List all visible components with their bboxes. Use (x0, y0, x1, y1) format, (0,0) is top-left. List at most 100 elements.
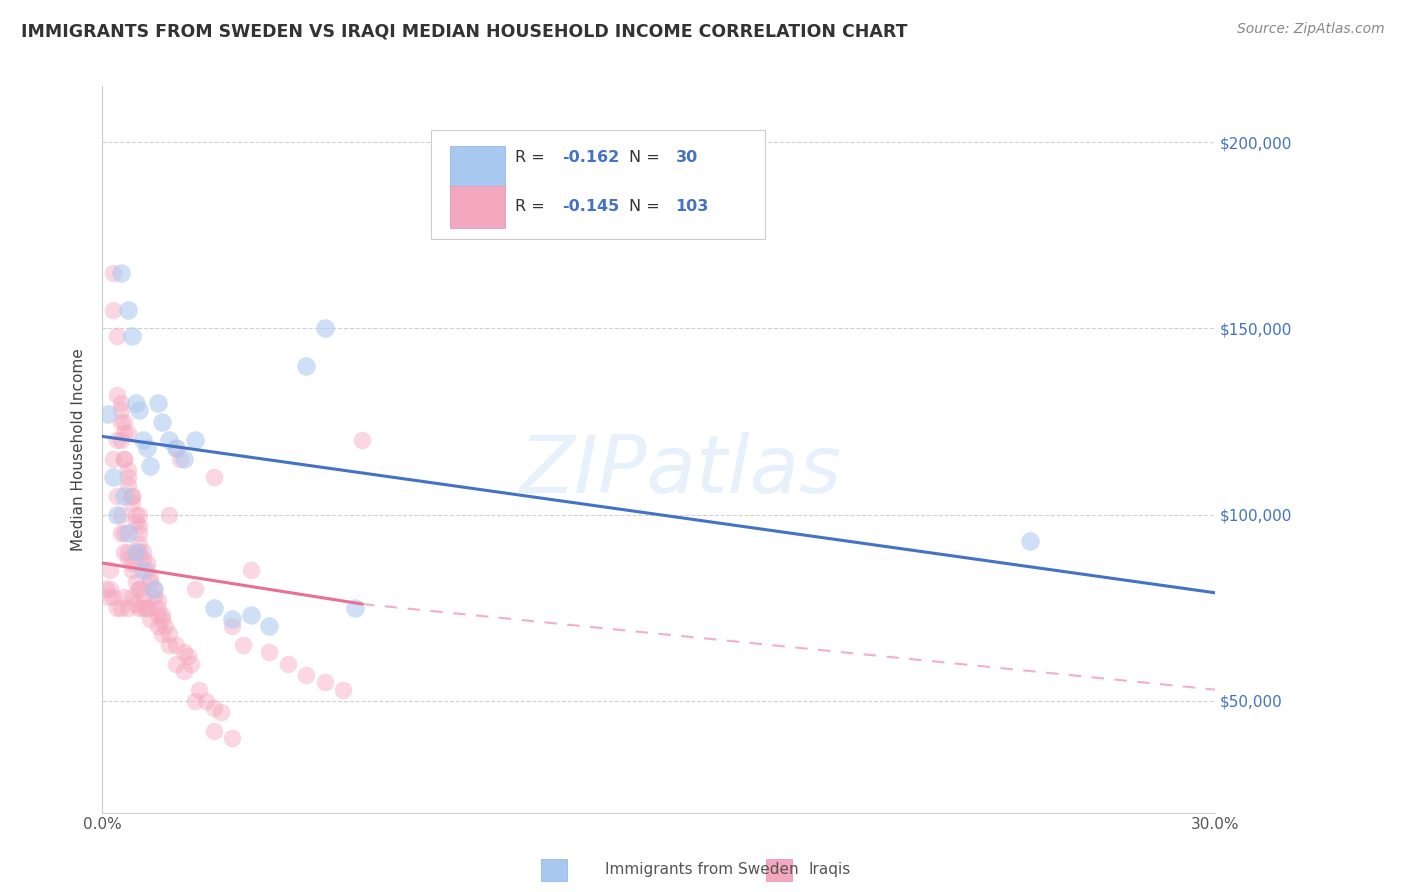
Point (165, 657, 187, 671)
Text: ZIPatlas: ZIPatlas (520, 433, 842, 510)
Point (135, 600, 157, 615)
Point (124, 597, 146, 611)
Point (143, 590, 166, 604)
Point (139, 459, 162, 474)
Point (165, 441, 187, 455)
Point (103, 470, 125, 484)
Point (110, 403, 132, 417)
Point (146, 396, 169, 410)
Point (121, 489, 143, 503)
FancyBboxPatch shape (430, 130, 765, 239)
Point (117, 478, 139, 492)
Point (124, 508, 146, 522)
Point (105, 388, 128, 402)
Point (143, 582, 166, 596)
Point (139, 574, 162, 589)
Point (180, 657, 202, 671)
Text: Immigrants from Sweden: Immigrants from Sweden (605, 863, 799, 877)
Point (103, 590, 125, 604)
Point (343, 600, 366, 615)
Point (173, 645, 195, 659)
Point (105, 329, 128, 343)
Point (157, 508, 180, 522)
Text: N =: N = (628, 150, 665, 165)
Point (209, 705, 232, 719)
Point (187, 682, 209, 697)
Point (124, 515, 146, 529)
Text: 30: 30 (675, 150, 697, 165)
Point (332, 682, 354, 697)
FancyBboxPatch shape (450, 146, 505, 188)
Point (202, 723, 225, 738)
Point (165, 441, 187, 455)
Point (150, 608, 173, 623)
Point (121, 496, 143, 510)
Point (146, 600, 169, 615)
Point (146, 619, 169, 633)
Point (105, 489, 128, 503)
Point (121, 590, 143, 604)
Point (150, 612, 173, 626)
Point (135, 600, 157, 615)
Point (110, 433, 132, 447)
Point (150, 415, 173, 429)
Point (128, 582, 150, 596)
Point (135, 556, 157, 570)
Text: -0.162: -0.162 (562, 150, 619, 165)
Point (157, 627, 180, 641)
Point (98, 564, 121, 578)
Point (117, 545, 139, 559)
Point (128, 403, 150, 417)
Point (110, 415, 132, 429)
Point (184, 582, 207, 596)
Point (139, 571, 162, 585)
Point (150, 627, 173, 641)
Point (1018, 533, 1040, 548)
Point (128, 518, 150, 533)
Text: 103: 103 (675, 200, 709, 214)
Point (114, 425, 136, 440)
Point (221, 612, 243, 626)
Point (173, 664, 195, 678)
Point (128, 537, 150, 551)
Point (110, 526, 132, 541)
Point (103, 451, 125, 466)
Point (114, 451, 136, 466)
Point (202, 701, 225, 715)
Point (132, 564, 155, 578)
Point (124, 545, 146, 559)
Point (97, 407, 120, 421)
Point (128, 545, 150, 559)
Point (155, 619, 177, 633)
Point (184, 694, 207, 708)
Point (314, 675, 336, 690)
Point (221, 731, 243, 745)
Point (117, 552, 139, 566)
Point (169, 451, 191, 466)
Point (173, 451, 195, 466)
Point (257, 619, 280, 633)
Point (157, 638, 180, 652)
Point (98, 582, 121, 596)
Point (124, 574, 146, 589)
Point (117, 302, 139, 317)
Text: Source: ZipAtlas.com: Source: ZipAtlas.com (1237, 22, 1385, 37)
Text: -0.145: -0.145 (562, 200, 619, 214)
Point (157, 433, 180, 447)
Point (132, 433, 155, 447)
Point (105, 600, 128, 615)
Point (277, 657, 299, 671)
Point (202, 600, 225, 615)
Point (117, 526, 139, 541)
Point (117, 425, 139, 440)
Point (114, 415, 136, 429)
Point (221, 619, 243, 633)
Point (128, 526, 150, 541)
Point (139, 612, 162, 626)
Point (232, 638, 254, 652)
Point (135, 564, 157, 578)
Point (239, 564, 262, 578)
Point (146, 608, 169, 623)
Point (121, 329, 143, 343)
Point (110, 396, 132, 410)
